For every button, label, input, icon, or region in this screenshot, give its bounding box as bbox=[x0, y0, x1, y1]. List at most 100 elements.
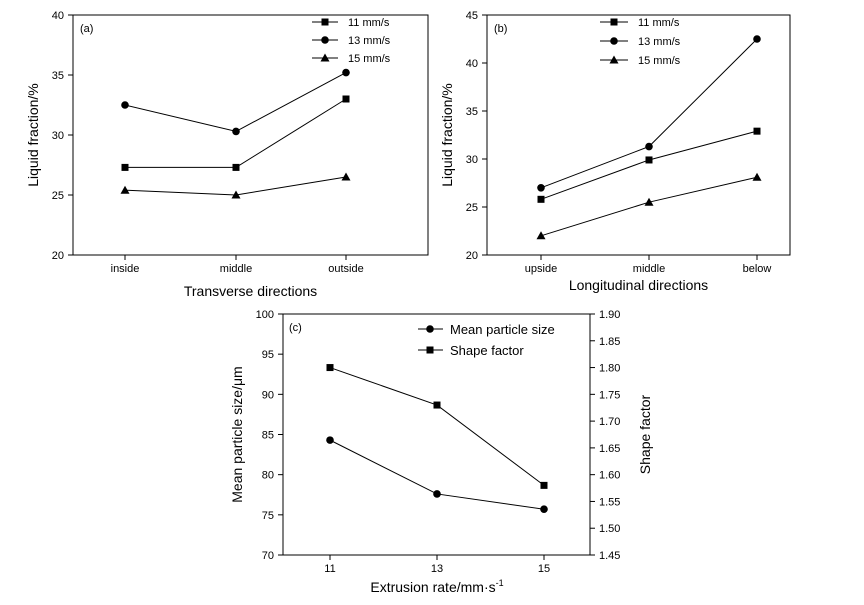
series-line bbox=[124, 72, 347, 132]
legend-label: 15 mm/s bbox=[638, 55, 681, 67]
data-point bbox=[645, 156, 653, 164]
y2-tick-label: 1.70 bbox=[599, 416, 620, 428]
x-tick-label: inside bbox=[111, 263, 140, 275]
x-tick-label: outside bbox=[328, 263, 363, 275]
y-tick-label: 80 bbox=[262, 470, 274, 482]
series-line bbox=[540, 176, 758, 237]
y-tick-label: 20 bbox=[52, 250, 64, 262]
panel-letter: (b) bbox=[494, 23, 507, 35]
y-tick-label: 35 bbox=[52, 70, 64, 82]
y-tick-label: 30 bbox=[466, 154, 478, 166]
y-tick-label: 40 bbox=[52, 10, 64, 22]
y2-tick-label: 1.90 bbox=[599, 309, 620, 321]
x-axis-label: Longitudinal directions bbox=[569, 277, 708, 293]
y-tick-label: 95 bbox=[262, 349, 274, 361]
x-axis-label: Transverse directions bbox=[184, 283, 317, 299]
data-point bbox=[752, 172, 762, 181]
plot-frame bbox=[72, 14, 429, 256]
legend-marker bbox=[426, 346, 434, 354]
data-point bbox=[537, 195, 545, 203]
data-point bbox=[433, 401, 441, 409]
series-line bbox=[329, 367, 545, 486]
data-point bbox=[536, 231, 546, 240]
legend-marker bbox=[321, 18, 329, 26]
panel-c-chart: 70 75 80 85 90 95 100 1.45 1.50 1.55 1.60 1.65 1.70 1… bbox=[229, 309, 653, 595]
x-tick-label: 15 bbox=[538, 563, 550, 575]
y2-tick-label: 1.60 bbox=[599, 470, 620, 482]
panel-letter: (a) bbox=[80, 23, 93, 35]
plot-frame bbox=[486, 14, 791, 256]
y-tick-label: 25 bbox=[466, 202, 478, 214]
y-tick-label: 70 bbox=[262, 550, 274, 562]
y-tick-label: 85 bbox=[262, 430, 274, 442]
legend-label: 13 mm/s bbox=[638, 36, 681, 48]
data-point bbox=[121, 101, 129, 109]
y2-tick-label: 1.55 bbox=[599, 496, 620, 508]
legend-label: 11 mm/s bbox=[348, 17, 390, 29]
y-axis-label: Liquid fraction/% bbox=[439, 83, 455, 187]
legend-label: 13 mm/s bbox=[348, 35, 391, 47]
y-tick-label: 45 bbox=[466, 10, 478, 22]
x-axis-label-superscript: -1 bbox=[496, 578, 504, 588]
legend-label: Shape factor bbox=[450, 343, 524, 358]
x-tick-label: upside bbox=[525, 263, 557, 275]
legend-label: Mean particle size bbox=[450, 322, 555, 337]
data-point bbox=[231, 190, 241, 199]
data-point bbox=[341, 172, 351, 181]
legend-label: 11 mm/s bbox=[638, 17, 680, 29]
panel-a-chart: 20 25 30 35 40 inside middle outside Transverse … bbox=[25, 10, 429, 299]
y2-tick-label: 1.75 bbox=[599, 389, 620, 401]
legend-marker bbox=[426, 325, 434, 333]
data-point bbox=[540, 505, 548, 514]
y-axis-label: Liquid fraction/% bbox=[25, 83, 41, 187]
legend-marker bbox=[320, 53, 330, 62]
series-line bbox=[540, 130, 758, 200]
y2-tick-label: 1.80 bbox=[599, 363, 620, 375]
x-axis-label-main: Extrusion rate/mm·s bbox=[370, 579, 495, 595]
data-point bbox=[645, 142, 653, 151]
data-point bbox=[326, 364, 334, 372]
y-tick-label: 35 bbox=[466, 106, 478, 118]
panel-letter: (c) bbox=[289, 322, 302, 334]
data-point bbox=[753, 35, 761, 43]
legend-marker bbox=[321, 36, 329, 44]
y-tick-label: 100 bbox=[256, 309, 274, 321]
data-point bbox=[121, 163, 129, 171]
x-axis-label: Extrusion rate/mm·s-1 bbox=[370, 578, 503, 595]
x-tick-label: middle bbox=[220, 263, 252, 275]
data-point bbox=[753, 127, 761, 135]
data-point bbox=[342, 68, 350, 77]
y2-tick-label: 1.65 bbox=[599, 443, 620, 455]
data-point bbox=[644, 197, 654, 206]
data-point bbox=[433, 490, 441, 498]
panel-b-chart: 20 25 30 35 40 45 upside middle below Longitudina… bbox=[439, 10, 791, 293]
y-tick-label: 75 bbox=[262, 510, 274, 522]
y-tick-label: 20 bbox=[466, 250, 478, 262]
y-tick-label: 40 bbox=[466, 58, 478, 70]
y-tick-label: 25 bbox=[52, 190, 64, 202]
x-tick-label: 13 bbox=[431, 563, 443, 575]
data-point bbox=[120, 185, 130, 194]
series-line bbox=[329, 439, 545, 510]
x-tick-label: middle bbox=[633, 263, 665, 275]
data-point bbox=[326, 436, 334, 444]
y2-tick-label: 1.50 bbox=[599, 523, 620, 535]
y2-axis-label: Shape factor bbox=[637, 394, 653, 474]
y-tick-label: 90 bbox=[262, 389, 274, 401]
y2-tick-label: 1.85 bbox=[599, 336, 620, 348]
x-tick-label: 11 bbox=[324, 563, 335, 575]
legend-marker bbox=[610, 37, 618, 45]
y-tick-label: 30 bbox=[52, 130, 64, 142]
legend-label: 15 mm/s bbox=[348, 53, 391, 65]
legend-marker bbox=[609, 55, 619, 64]
y-axis-label: Mean particle size/μm bbox=[229, 366, 245, 502]
x-tick-label: below bbox=[743, 263, 772, 275]
data-point bbox=[232, 127, 240, 136]
data-point bbox=[232, 163, 240, 171]
data-point bbox=[540, 481, 548, 489]
data-point bbox=[342, 95, 350, 103]
data-point bbox=[537, 184, 545, 192]
legend-marker bbox=[610, 18, 618, 26]
y2-tick-label: 1.45 bbox=[599, 550, 620, 562]
